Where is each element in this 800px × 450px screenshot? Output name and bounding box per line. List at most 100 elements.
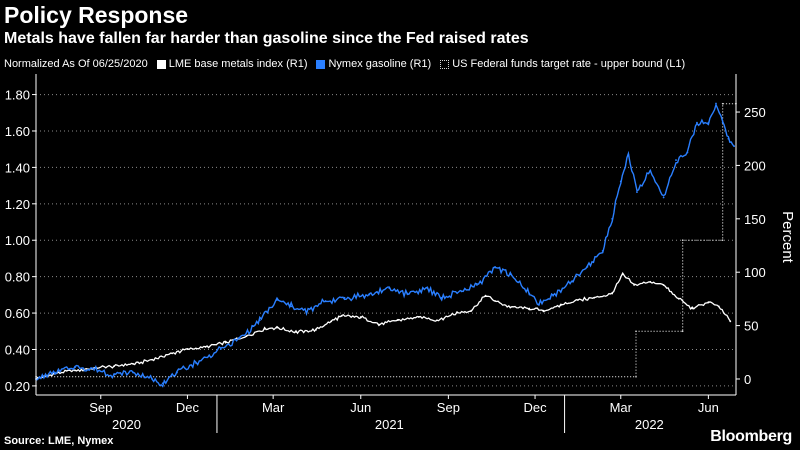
data-point-fed-rate — [721, 239, 724, 242]
data-point-fed-rate — [635, 330, 637, 333]
right-tick-label: 150 — [744, 212, 766, 227]
x-tick-label: Jun — [698, 400, 719, 415]
data-point-gasoline — [696, 121, 698, 124]
data-point-lme — [528, 307, 531, 310]
data-point-lme — [74, 369, 76, 372]
left-tick-label: 1.20 — [5, 197, 30, 212]
data-point-lme — [691, 307, 694, 310]
data-point-gasoline — [733, 145, 735, 148]
left-tick-label: 0.40 — [5, 342, 30, 357]
legend-label-lme: LME base metals index (R1) — [168, 58, 308, 70]
data-point-lme — [717, 305, 720, 308]
series-line-gasoline — [35, 102, 735, 388]
x-year-label: 2022 — [635, 417, 664, 432]
data-point-gasoline — [476, 284, 478, 286]
data-point-gasoline — [324, 300, 327, 302]
right-tick-label: 250 — [744, 105, 766, 120]
x-tick-label: Jun — [350, 400, 371, 415]
data-point-lme — [509, 306, 512, 309]
legend-item-lme: LME base metals index (R1) — [156, 58, 308, 70]
left-tick-label: 1.00 — [5, 233, 30, 248]
data-point-gasoline — [494, 265, 496, 268]
data-point-lme — [263, 327, 266, 330]
data-point-gasoline — [440, 296, 443, 299]
x-tick-label: Mar — [610, 400, 633, 415]
data-point-lme — [593, 296, 595, 299]
data-point-gasoline — [721, 121, 724, 124]
data-point-gasoline — [649, 169, 652, 172]
right-axis-label: Percent — [779, 211, 796, 264]
legend-swatch-gasoline — [316, 59, 326, 69]
data-point-fed-rate — [681, 330, 684, 333]
data-point-gasoline — [276, 299, 278, 301]
data-point-gasoline — [258, 319, 261, 322]
data-point-gasoline — [74, 366, 76, 369]
x-year-label: 2020 — [112, 417, 141, 432]
data-point-gasoline — [426, 287, 429, 290]
legend-note: Normalized As Of 06/25/2020 — [4, 58, 148, 70]
left-tick-label: 0.20 — [5, 379, 30, 394]
data-point-gasoline — [161, 382, 164, 385]
data-point-gasoline — [627, 153, 630, 156]
grid-lines — [36, 94, 736, 387]
x-tick-label: Mar — [262, 400, 285, 415]
data-point-gasoline — [151, 378, 154, 380]
data-point-gasoline — [388, 287, 391, 290]
legend-label-gasoline: Nymex gasoline (R1) — [328, 58, 432, 70]
data-point-lme — [359, 316, 362, 318]
data-point-gasoline — [675, 159, 677, 161]
data-point-lme — [677, 297, 680, 300]
data-point-fed-rate — [635, 375, 637, 378]
data-point-lme — [186, 348, 189, 350]
data-point-gasoline — [572, 279, 575, 282]
data-point-gasoline — [715, 102, 717, 105]
x-tick-label: Sep — [89, 400, 112, 415]
data-point-lme — [204, 346, 207, 348]
data-point-gasoline — [54, 371, 56, 374]
data-point-lme — [470, 309, 473, 312]
x-year-label: 2021 — [375, 417, 404, 432]
chart-title: Policy Response — [4, 2, 189, 28]
data-point-gasoline — [509, 273, 512, 276]
data-point-fed-rate — [721, 102, 724, 105]
data-point-lme — [315, 328, 317, 331]
data-point-lme — [224, 341, 227, 344]
x-tick-label: Dec — [176, 400, 200, 415]
data-point-gasoline — [305, 310, 308, 313]
data-point-gasoline — [460, 290, 463, 293]
series-line-lme — [35, 271, 731, 381]
data-point-gasoline — [662, 196, 665, 199]
data-point-gasoline — [132, 371, 135, 374]
data-point-lme — [340, 315, 343, 317]
bloomberg-logo: Bloomberg — [710, 428, 792, 445]
data-point-lme — [611, 292, 614, 295]
data-point-gasoline — [219, 348, 222, 350]
right-tick-label: 50 — [744, 319, 758, 334]
data-point-lme — [436, 319, 438, 322]
left-tick-label: 1.80 — [5, 88, 30, 103]
left-tick-label: 1.40 — [5, 160, 30, 175]
legend-swatch-lme — [156, 59, 166, 69]
data-point-gasoline — [368, 293, 371, 296]
axes: 0.20 0.40 0.60 0.80 1.00 1.20 1.40 1.60 1.80 0 50 1… — [5, 74, 766, 433]
data-point-lme — [397, 319, 399, 322]
data-point-gasoline — [619, 180, 622, 183]
data-point-lme — [649, 280, 652, 283]
data-point-gasoline — [528, 292, 531, 295]
legend-label-fed-rate: US Federal funds target rate - upper bou… — [452, 58, 686, 70]
data-point-lme — [245, 335, 248, 338]
legend-swatch-fed-rate — [440, 59, 450, 69]
data-point-gasoline — [343, 296, 346, 299]
data-point-lme — [577, 299, 579, 301]
data-point-lme — [132, 363, 135, 365]
data-point-lme — [417, 316, 420, 318]
data-point-gasoline — [636, 191, 638, 194]
data-point-gasoline — [93, 368, 95, 371]
data-point-lme — [171, 352, 174, 355]
data-point-lme — [456, 311, 458, 314]
right-tick-label: 0 — [744, 372, 751, 387]
right-tick-label: 100 — [744, 265, 766, 280]
legend-note-text: Normalized As Of 06/25/2020 — [4, 58, 148, 70]
data-point-lme — [707, 301, 710, 304]
